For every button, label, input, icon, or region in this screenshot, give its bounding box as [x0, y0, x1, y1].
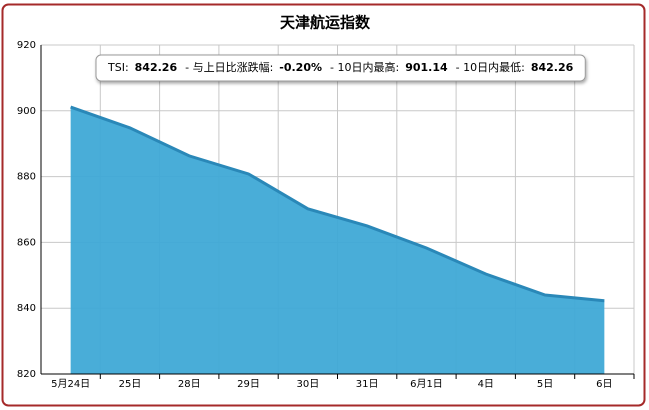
- x-tick-label: 28日: [178, 379, 201, 390]
- y-tick-label: 840: [17, 303, 36, 314]
- x-tick-label: 4日: [478, 379, 494, 390]
- y-tick-label: 860: [17, 237, 36, 248]
- x-tick-label: 6月1日: [410, 378, 443, 390]
- x-tick-label: 5日: [537, 379, 553, 390]
- tooltip: TSI: 842.26 - 与上日比涨跌幅: -0.20% - 10日内最高: 901.1…: [95, 54, 586, 82]
- tooltip-value: 842.26: [531, 61, 574, 74]
- tooltip-value: 842.26: [135, 61, 178, 74]
- tooltip-label: - 10日内最高:: [330, 60, 399, 74]
- tooltip-label: - 与上日比涨跌幅:: [185, 60, 273, 74]
- tooltip-label: - 10日内最低:: [456, 60, 525, 74]
- tooltip-value: -0.20%: [279, 61, 322, 74]
- y-tick-label: 820: [17, 369, 36, 380]
- x-tick-label: 31日: [356, 379, 379, 390]
- x-tick-label: 30日: [296, 379, 319, 390]
- x-tick-label: 29日: [237, 379, 260, 390]
- x-tick-label: 25日: [119, 379, 142, 390]
- x-tick-label: 6日: [596, 379, 612, 390]
- tooltip-value: 901.14: [405, 61, 448, 74]
- area: [70, 107, 605, 374]
- tooltip-label: TSI:: [107, 61, 129, 74]
- y-tick-label: 900: [17, 106, 36, 117]
- line: [70, 105, 605, 303]
- tooltip-box: [95, 54, 586, 82]
- y-tick-label: 880: [17, 172, 36, 183]
- y-tick-label: 920: [17, 40, 36, 51]
- chart-title: 天津航运指数: [280, 14, 371, 32]
- x-tick-label: 5月24日: [51, 378, 90, 390]
